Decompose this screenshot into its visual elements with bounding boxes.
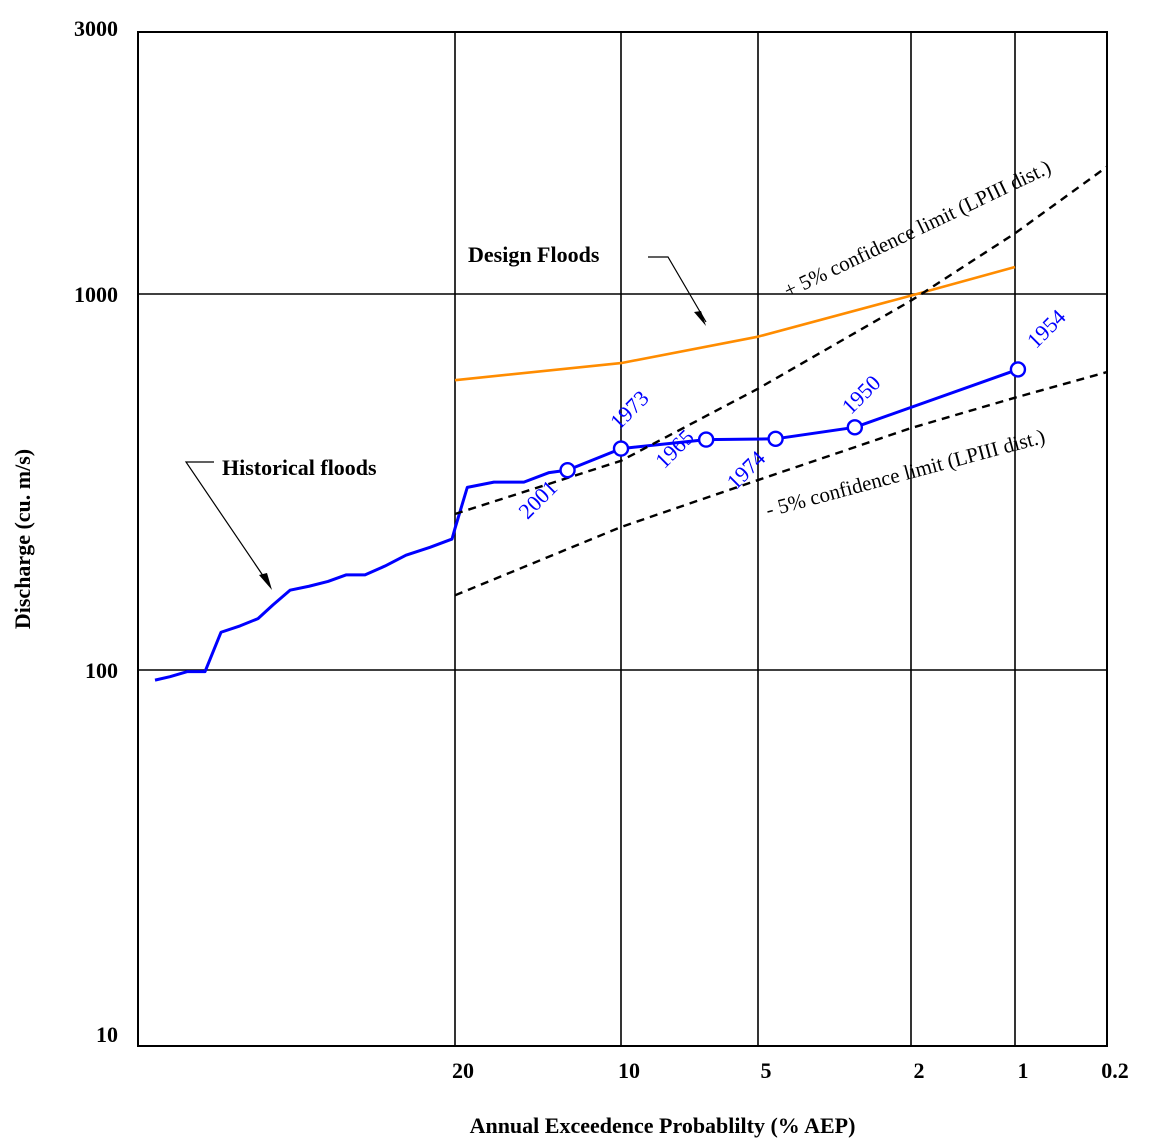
flood-marker bbox=[767, 430, 784, 447]
y-axis-title: Discharge (cu. m/s) bbox=[10, 449, 35, 629]
series-layer bbox=[154, 165, 1108, 682]
historical-floods-arrowhead bbox=[259, 573, 272, 590]
flood-marker bbox=[1009, 361, 1027, 378]
x-tick-label: 1 bbox=[1018, 1058, 1029, 1083]
y-tick-label: 3000 bbox=[74, 16, 118, 41]
y-tick-labels: 3000 1000 100 10 bbox=[74, 16, 118, 1047]
y-tick-label: 10 bbox=[96, 1022, 118, 1047]
flood-year-label: 1973 bbox=[605, 385, 654, 434]
upper-confidence-line bbox=[454, 165, 1108, 516]
y-tick-label: 100 bbox=[85, 658, 118, 683]
grid-lines bbox=[138, 32, 1107, 1046]
historical-line bbox=[154, 368, 1019, 682]
flood-year-label: 1965 bbox=[650, 424, 699, 473]
x-tick-label: 20 bbox=[452, 1058, 474, 1083]
x-axis-title: Annual Exceedence Probablilty (% AEP) bbox=[470, 1113, 856, 1138]
plot-area bbox=[137, 31, 1108, 1047]
plot-frame bbox=[137, 31, 1108, 1047]
x-tick-label: 0.2 bbox=[1101, 1058, 1129, 1083]
upper-confidence-label: + 5% confidence limit (LPIII dist.) bbox=[780, 155, 1055, 303]
design-floods-leader bbox=[648, 256, 707, 323]
x-tick-label: 5 bbox=[761, 1058, 772, 1083]
historical-floods-label: Historical floods bbox=[222, 455, 377, 480]
flood-year-label: 1974 bbox=[721, 446, 770, 495]
design-line bbox=[454, 265, 1016, 382]
x-tick-label: 2 bbox=[914, 1058, 925, 1083]
flood-marker bbox=[697, 431, 715, 448]
historical-floods-leader bbox=[184, 461, 271, 587]
x-tick-labels: 20 10 5 2 1 0.2 bbox=[452, 1058, 1129, 1083]
y-tick-label: 1000 bbox=[74, 282, 118, 307]
flood-marker bbox=[559, 461, 576, 479]
design-floods-arrowhead bbox=[694, 311, 706, 326]
lower-confidence-label: - 5% confidence limit (LPIII dist.) bbox=[763, 424, 1047, 522]
flood-year-label: 1954 bbox=[1022, 304, 1071, 353]
annotation-leaders bbox=[184, 256, 707, 590]
flood-marker bbox=[846, 419, 864, 436]
x-tick-label: 10 bbox=[618, 1058, 640, 1083]
design-floods-label: Design Floods bbox=[468, 242, 600, 267]
flood-year-label: 1950 bbox=[837, 370, 886, 419]
flood-marker bbox=[612, 440, 630, 457]
